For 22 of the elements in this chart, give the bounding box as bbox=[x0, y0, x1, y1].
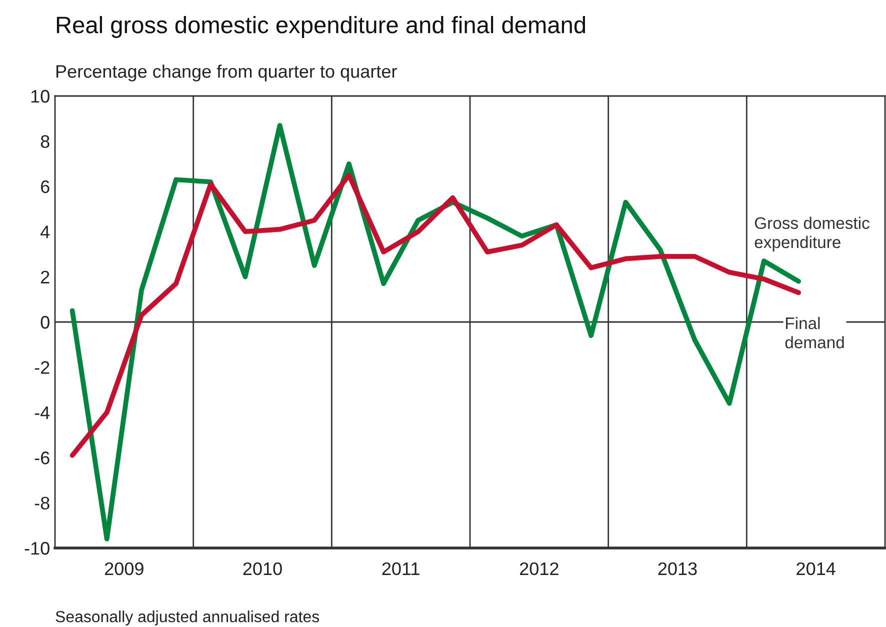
text: Seasonally adjusted annualised rates bbox=[56, 610, 320, 626]
y-tick-label: 0 bbox=[40, 316, 50, 329]
x-tick-label: 2010 bbox=[243, 562, 282, 576]
x-tick-label: 2014 bbox=[796, 562, 836, 576]
y-tick-label: 4 bbox=[40, 226, 50, 238]
x-tick-label: 2011 bbox=[382, 562, 420, 576]
chart-title: Real gross domestic expenditure and final demand bbox=[56, 16, 586, 38]
x-tick-label: 2009 bbox=[104, 562, 144, 576]
y-tick-label: -2 bbox=[34, 361, 50, 374]
x-tick-label: 2012 bbox=[520, 562, 558, 576]
y-tick-label: 10 bbox=[31, 90, 50, 103]
y-tick-label: -6 bbox=[34, 452, 50, 464]
x-tick-label: 2013 bbox=[658, 562, 697, 576]
series-label: Gross domestic expenditure bbox=[754, 216, 870, 252]
y-axis-title: Percentage change from quarter to quarter bbox=[56, 64, 397, 82]
y-tick-label: 6 bbox=[41, 180, 50, 194]
y-tick-label: -8 bbox=[34, 496, 50, 510]
y-tick-label: -10 bbox=[24, 542, 50, 555]
series-label: Final demand bbox=[785, 316, 844, 348]
y-tick-label: 2 bbox=[41, 270, 50, 284]
y-tick-label: 8 bbox=[40, 135, 50, 148]
y-tick-label: -4 bbox=[34, 406, 50, 419]
